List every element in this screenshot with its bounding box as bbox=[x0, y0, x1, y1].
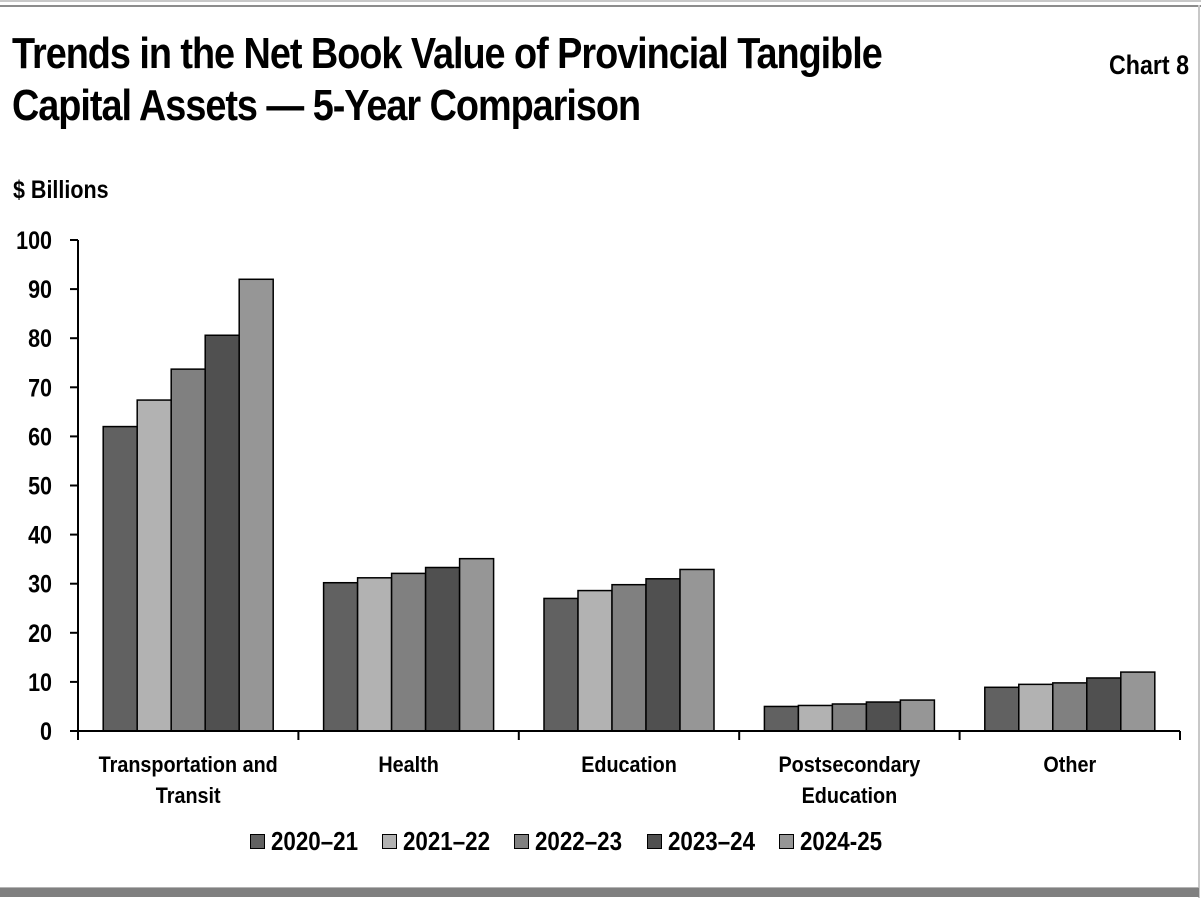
bar bbox=[611, 583, 647, 732]
y-axis-ticks: 0 10 20 30 40 50 60 70 80 90 100 bbox=[16, 226, 78, 745]
bar bbox=[102, 425, 138, 732]
chart-legend: 2020–21 2021–22 2022–23 2023–24 2024-25 bbox=[250, 826, 905, 857]
y-axis-tick-label: 10 bbox=[28, 668, 52, 696]
legend-swatch-icon bbox=[778, 834, 794, 849]
bar bbox=[424, 566, 461, 732]
bar bbox=[831, 703, 868, 732]
x-axis-category-label: Transportation and bbox=[99, 753, 278, 777]
chart-title: Trends in the Net Book Value of Provinci… bbox=[12, 28, 906, 132]
x-axis-category-labels: Transportation and Transit Health Education… bbox=[99, 753, 1097, 808]
y-axis-unit-label: $ Billions bbox=[13, 176, 109, 204]
frame-top-line bbox=[0, 0, 1201, 2]
bar bbox=[1086, 677, 1122, 732]
bar bbox=[1052, 682, 1088, 732]
legend-label: 2022–23 bbox=[535, 826, 623, 856]
y-axis-tick-label: 30 bbox=[28, 570, 52, 598]
bar bbox=[204, 334, 240, 732]
chart-title-line2: Capital Assets — 5-Year Comparison bbox=[12, 81, 641, 130]
bar bbox=[899, 699, 936, 732]
bar-group bbox=[984, 671, 1156, 732]
chart-title-line1: Trends in the Net Book Value of Provinci… bbox=[12, 29, 883, 78]
x-axis-category-label: Postsecondary bbox=[778, 753, 920, 777]
bar-group bbox=[763, 699, 936, 732]
bar bbox=[543, 597, 579, 732]
x-axis-category-label: Education bbox=[581, 753, 677, 777]
legend-item: 2021–22 bbox=[382, 826, 492, 857]
bar bbox=[136, 399, 172, 732]
frame-right-border bbox=[1198, 5, 1200, 898]
bar bbox=[577, 589, 613, 732]
axes bbox=[77, 240, 1181, 740]
bar bbox=[170, 368, 206, 732]
x-axis-category-label: Transit bbox=[156, 784, 221, 808]
y-axis-tick-label: 80 bbox=[28, 325, 52, 353]
chart-number: Chart 8 bbox=[1108, 50, 1189, 80]
legend-swatch-icon bbox=[646, 834, 662, 849]
legend-item: 2022–23 bbox=[514, 826, 624, 857]
bar bbox=[356, 577, 393, 732]
bar bbox=[458, 557, 495, 732]
y-axis-tick-label: 70 bbox=[28, 374, 52, 402]
legend-item: 2024-25 bbox=[778, 826, 883, 857]
legend-label: 2024-25 bbox=[799, 826, 883, 856]
legend-swatch-icon bbox=[382, 834, 398, 849]
legend-label: 2020–21 bbox=[271, 826, 359, 856]
bar bbox=[322, 581, 359, 732]
y-axis-tick-label: 50 bbox=[28, 472, 52, 500]
y-axis-tick-label: 90 bbox=[28, 276, 52, 304]
y-axis-tick-label: 40 bbox=[28, 521, 52, 549]
y-axis-tick-label: 100 bbox=[16, 226, 52, 254]
frame-top-rule bbox=[0, 5, 1201, 7]
bar bbox=[984, 686, 1020, 732]
x-axis-category-label: Other bbox=[1043, 753, 1096, 777]
bar bbox=[238, 278, 274, 732]
legend-item: 2020–21 bbox=[250, 826, 360, 857]
legend-swatch-icon bbox=[250, 834, 265, 849]
bar bbox=[763, 705, 800, 732]
x-axis-category-label: Education bbox=[802, 784, 898, 808]
bar-group bbox=[102, 278, 274, 732]
legend-swatch-icon bbox=[514, 834, 530, 849]
y-axis-tick-label: 60 bbox=[28, 423, 52, 451]
frame-bottom-band bbox=[0, 887, 1199, 897]
y-axis-tick-label: 20 bbox=[28, 619, 52, 647]
legend-item: 2023–24 bbox=[646, 826, 757, 857]
bar-group bbox=[543, 568, 715, 732]
bar-group bbox=[322, 557, 495, 732]
x-axis-category-label: Health bbox=[378, 753, 438, 777]
legend-label: 2021–22 bbox=[403, 826, 491, 856]
bar bbox=[797, 704, 834, 732]
bar bbox=[645, 578, 681, 732]
bar bbox=[1018, 683, 1054, 732]
y-axis-tick-label: 0 bbox=[40, 717, 52, 745]
bar bbox=[865, 701, 902, 732]
bar bbox=[1120, 671, 1156, 732]
bar-groups bbox=[102, 278, 1156, 732]
bar bbox=[390, 572, 427, 732]
bar bbox=[679, 568, 715, 732]
legend-label: 2023–24 bbox=[667, 826, 755, 856]
